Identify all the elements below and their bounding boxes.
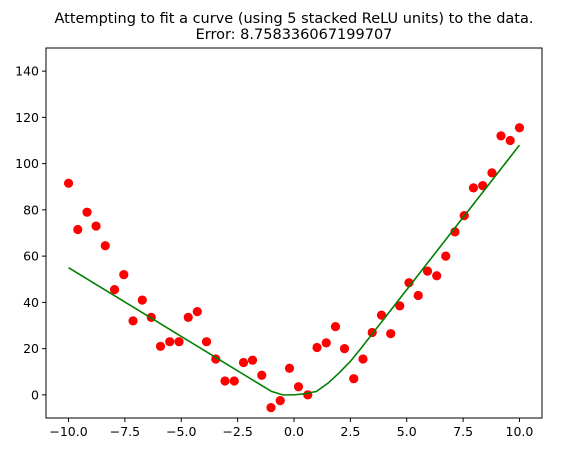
plot-area [63,123,525,413]
y-tick-label: 80 [23,202,39,217]
data-point [109,285,120,295]
data-point [247,355,258,365]
chart-title-line2: Error: 8.758336067199707 [196,27,393,43]
data-point [432,271,442,281]
fit-curve-line [68,144,521,396]
data-point [505,135,515,146]
data-point [422,266,433,276]
data-point [119,270,129,280]
data-point [321,338,331,348]
data-point [100,241,110,251]
x-tick-label: −7.5 [110,424,140,439]
data-point [339,344,350,354]
chart-title-line1: Attempting to fit a curve (using 5 stack… [55,11,534,27]
data-point [165,337,175,347]
data-point [91,221,101,231]
y-tick-label: 140 [15,64,39,79]
data-point [376,310,387,320]
y-tick-label: 20 [23,341,39,356]
data-point [496,131,506,141]
x-tick-label: 2.5 [340,424,360,439]
data-point [358,354,368,364]
data-point [303,390,313,400]
data-point [192,307,202,317]
data-point [137,295,147,305]
y-tick-label: 40 [23,295,39,310]
data-point [229,376,239,386]
data-point [183,312,193,323]
data-point [220,376,230,386]
x-tick-label: −5.0 [166,424,196,439]
data-point [63,178,74,188]
x-tick-label: 5.0 [397,424,417,439]
data-point [514,123,525,133]
x-tick-label: −2.5 [222,424,252,439]
x-tick-label: 7.5 [453,424,473,439]
data-point [266,402,276,413]
plot-frame [45,47,543,419]
y-tick-label: 0 [31,387,39,402]
data-point [312,342,322,353]
data-point [330,322,341,332]
y-tick-label: 60 [23,249,39,264]
data-point [413,290,423,301]
x-tick-label: 10.0 [506,424,534,439]
y-tick-label: 120 [15,110,39,125]
data-point [128,316,138,326]
data-point [174,337,184,347]
data-point [441,251,451,261]
data-point [349,374,359,384]
axes: −10.0 −7.5 −5.0 −2.5 0.0 2.5 5.0 7.5 10.0 0 20 40 60… [15,64,533,439]
data-point [73,224,83,235]
data-point [238,357,249,368]
data-point [395,301,405,311]
x-tick-label: 0.0 [284,424,304,439]
y-tick-label: 100 [15,156,39,171]
x-tick-label: −10.0 [49,424,87,439]
data-point [155,341,166,351]
data-point [257,370,267,380]
data-point [82,207,92,217]
data-point [275,396,285,406]
data-point [201,337,212,347]
data-point [386,328,396,339]
data-point [468,183,479,193]
data-point [487,168,497,178]
data-point [284,363,295,373]
data-point [293,382,304,392]
data-point [478,180,488,191]
